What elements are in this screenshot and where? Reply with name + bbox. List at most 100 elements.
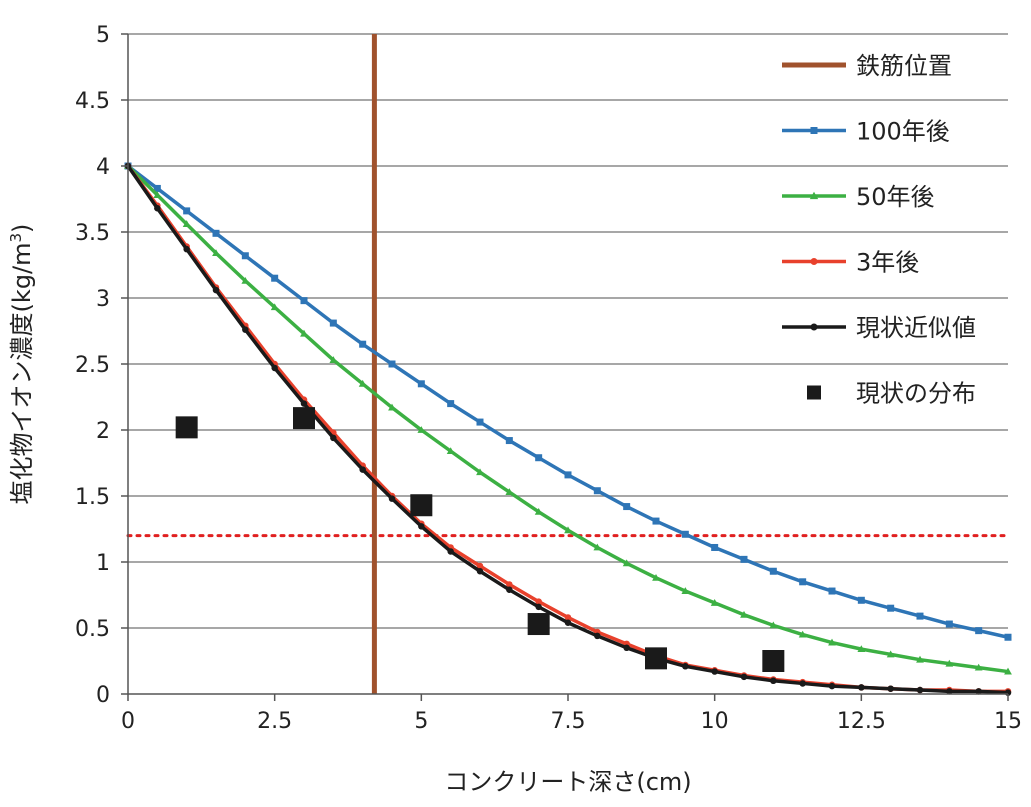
- series-line-1: [126, 164, 1009, 674]
- series-3-point-13: [506, 586, 513, 593]
- series-0-point-14: [535, 454, 543, 462]
- series-0-point-17: [623, 503, 631, 511]
- series-0-point-1: [153, 184, 161, 192]
- series-2-point-15: [564, 614, 572, 621]
- legend-label-5: 現状の分布: [856, 380, 976, 408]
- series-0-point-27: [916, 612, 924, 620]
- grid-lines: [128, 33, 1008, 629]
- series-3-point-20: [711, 668, 718, 675]
- legend-marker-4: [810, 323, 818, 331]
- series-3-point-27: [916, 686, 924, 694]
- legend-label-4: 現状近似値: [856, 314, 976, 342]
- y-tick-label-8: 4: [96, 155, 110, 180]
- series-3-point-24: [828, 682, 836, 690]
- series-3-point-11: [447, 548, 454, 555]
- series-3-point-2: [183, 245, 190, 253]
- series-1-point-21: [740, 610, 748, 618]
- legend-label-2: 50年後: [856, 183, 935, 211]
- x-tick-label-5: 12.5: [837, 709, 886, 734]
- series-3-point-29: [975, 688, 982, 695]
- series-2-point-13: [506, 581, 513, 588]
- series-0-point-2: [183, 207, 191, 215]
- series-0-point-25: [857, 596, 865, 604]
- series-3-point-17: [623, 644, 630, 652]
- series-3-point-23: [799, 680, 806, 687]
- series-3-point-19: [682, 663, 689, 670]
- y-tick-label-9: 4.5: [75, 89, 110, 114]
- series-0-point-9: [388, 360, 396, 368]
- series-3-point-9: [388, 495, 396, 502]
- series-0-point-24: [828, 587, 836, 595]
- series-1-point-24: [828, 638, 836, 646]
- scatter-point-0: [175, 416, 198, 439]
- series-1-point-28: [945, 659, 954, 667]
- series-1-point-8: [358, 379, 367, 387]
- series-0-point-7: [329, 319, 337, 327]
- x-tick-label-3: 7.5: [551, 709, 586, 734]
- series-1-point-5: [270, 303, 279, 311]
- series-1-point-2: [182, 220, 191, 228]
- scatter-group: [175, 407, 785, 672]
- series-1-point-11: [446, 447, 455, 455]
- series-3-point-22: [770, 677, 777, 685]
- series-3-point-25: [858, 684, 865, 691]
- y-tick-label-4: 2: [96, 419, 110, 444]
- series-3-point-12: [476, 567, 484, 575]
- legend-item-4: 現状近似値: [782, 314, 976, 342]
- legend-item-3: 3年後: [782, 249, 919, 277]
- series-0: [124, 162, 1012, 641]
- y-tick-label-7: 3.5: [75, 221, 110, 246]
- series-0-point-28: [945, 620, 953, 628]
- series-1-point-10: [417, 426, 426, 433]
- legend-item-5: 現状の分布: [807, 380, 976, 408]
- series-3-point-8: [359, 466, 366, 473]
- series-3-point-1: [154, 204, 161, 212]
- scatter-point-1: [293, 407, 315, 430]
- series-0-point-4: [241, 252, 249, 260]
- series-0-point-23: [799, 578, 807, 586]
- y-axis-title-close: ): [8, 224, 36, 233]
- series-0-point-26: [887, 604, 895, 612]
- series-1-point-13: [505, 488, 514, 495]
- series-1-point-1: [153, 191, 162, 198]
- series-3-point-6: [300, 400, 308, 407]
- y-tick-label-2: 1: [96, 551, 110, 576]
- series-1-point-9: [388, 403, 396, 411]
- series-1-point-6: [300, 329, 308, 337]
- series-0-point-12: [476, 418, 484, 426]
- series-2: [124, 162, 1012, 695]
- legend-label-3: 3年後: [856, 249, 919, 277]
- scatter-point-3: [527, 613, 550, 636]
- y-tick-label-10: 5: [96, 23, 110, 48]
- series-1-point-29: [974, 663, 983, 671]
- series-3-point-16: [594, 632, 601, 640]
- y-axis-title-main: 塩化物イオン濃度(kg/m: [8, 242, 36, 504]
- series-2-point-12: [476, 562, 484, 570]
- series-0-point-20: [711, 543, 719, 551]
- x-axis-title: コンクリート深さ(cm): [444, 768, 691, 796]
- x-tick-label-2: 5: [414, 709, 428, 734]
- axes: [121, 33, 1009, 701]
- series-1-point-16: [593, 543, 602, 551]
- series-0-point-29: [975, 627, 983, 635]
- series-0-point-19: [681, 530, 689, 538]
- x-tick-label-6: 15: [994, 709, 1022, 734]
- legend-marker-3: [810, 258, 818, 265]
- y-axis-title: 塩化物イオン濃度(kg/m3): [7, 224, 36, 505]
- series-1-point-20: [710, 599, 719, 606]
- series-0-point-11: [447, 400, 455, 408]
- legend-item-2: 50年後: [782, 183, 935, 211]
- series-0-point-18: [652, 517, 660, 525]
- series-1-point-18: [652, 573, 660, 581]
- y-tick-label-3: 1.5: [75, 485, 110, 510]
- series-1-point-3: [212, 249, 220, 257]
- series-1-point-15: [564, 526, 572, 534]
- series-1-point-27: [916, 655, 924, 663]
- series-1-point-12: [476, 468, 484, 476]
- legend-swatch-5: [807, 385, 821, 400]
- y-tick-label-1: 0.5: [75, 617, 110, 642]
- series-1-point-22: [769, 621, 778, 629]
- legend-marker-2: [809, 191, 819, 200]
- y-tick-label-6: 3: [96, 287, 110, 312]
